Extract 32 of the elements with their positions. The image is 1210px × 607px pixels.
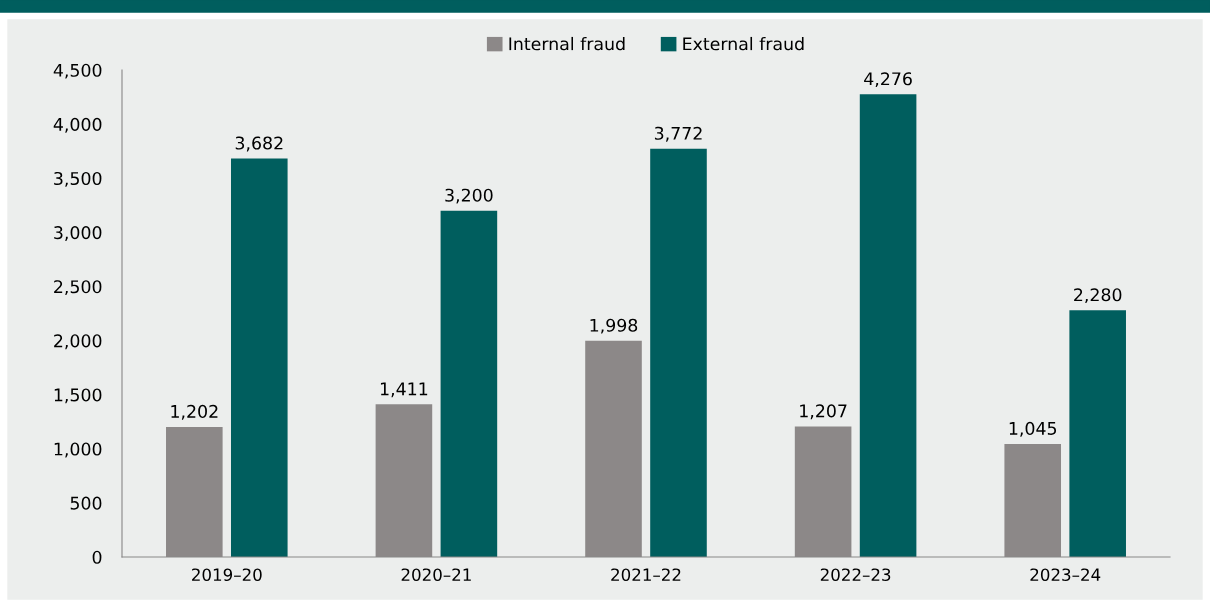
data-label: 1,411 xyxy=(380,382,428,398)
y-tick-label: 4,500 xyxy=(53,63,102,79)
x-tick-label: 2021–22 xyxy=(611,568,681,582)
y-tick-label: 4,000 xyxy=(53,117,102,133)
legend-label: Internal fraud xyxy=(509,36,625,51)
data-label: 1,207 xyxy=(800,404,847,420)
y-tick-label: 0 xyxy=(92,550,102,564)
x-tick-label: 2020–21 xyxy=(401,568,471,582)
data-label: 3,772 xyxy=(654,126,702,142)
y-tick-label: 1,000 xyxy=(54,442,102,458)
data-label: 1,998 xyxy=(590,318,638,334)
bar xyxy=(230,158,288,557)
y-tick-label: 500 xyxy=(70,496,102,510)
y-tick-label: 2,000 xyxy=(54,334,102,350)
data-label: 4,276 xyxy=(864,72,912,88)
bar xyxy=(440,210,498,557)
data-label: 2,280 xyxy=(1074,288,1122,304)
y-tick-label: 2,500 xyxy=(54,280,102,296)
x-tick-label: 2022–23 xyxy=(820,568,891,582)
bar xyxy=(1069,310,1126,557)
data-label: 1,202 xyxy=(171,404,218,420)
y-tick-label: 3,000 xyxy=(54,226,102,241)
legend-label: External fraud xyxy=(683,36,804,51)
y-tick-label: 3,500 xyxy=(54,171,102,187)
y-tick-label: 1,500 xyxy=(54,388,102,404)
x-tick-label: 2023–24 xyxy=(1030,568,1101,582)
bar xyxy=(859,94,917,557)
data-label: 1,045 xyxy=(1009,421,1057,437)
bar xyxy=(650,148,707,557)
data-label: 3,682 xyxy=(235,136,283,152)
x-tick-label: 2019–20 xyxy=(192,568,262,582)
data-label: 3,200 xyxy=(445,188,493,204)
